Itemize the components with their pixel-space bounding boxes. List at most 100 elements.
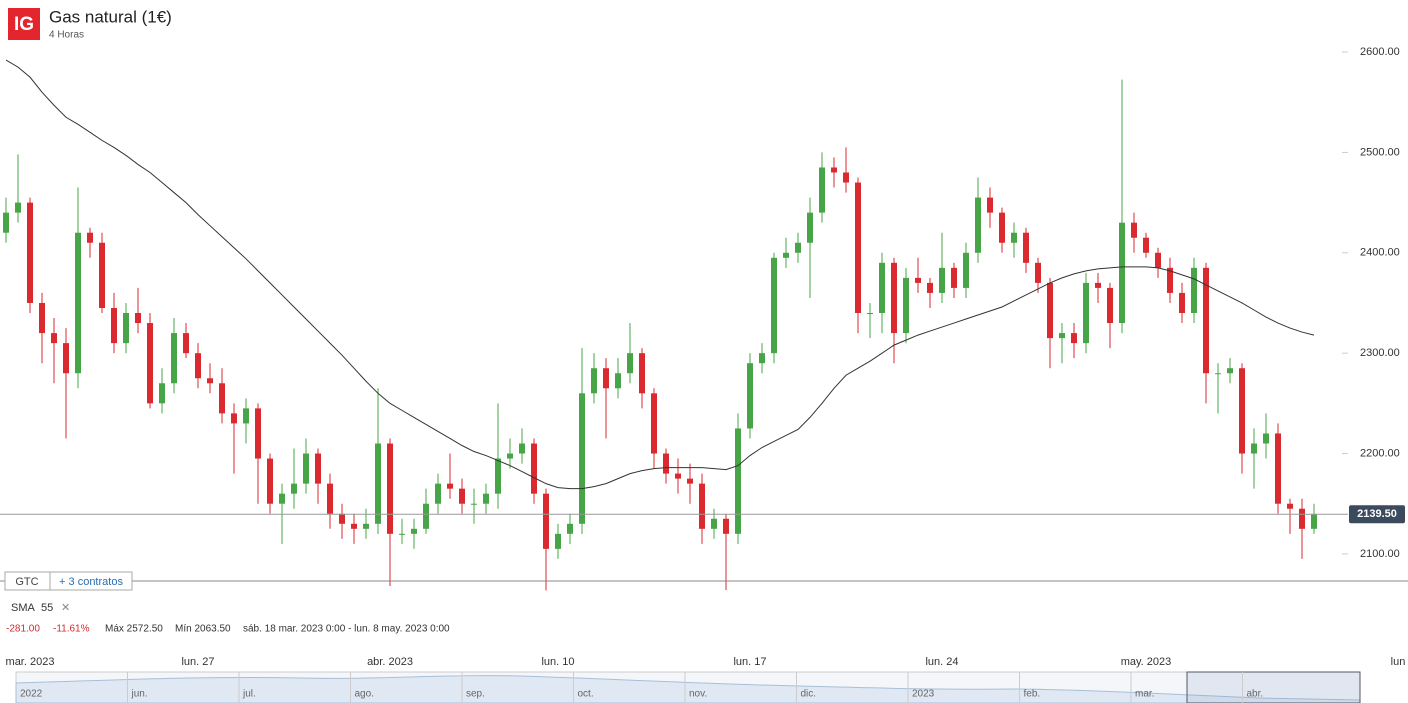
candle-body [951,267,957,288]
plot: 2100.00 2200.00 2300.00 2400.00 2500.00 2600.… [0,46,1405,668]
candle-body [1203,267,1209,374]
candle-body [975,197,981,253]
candle-body [963,252,969,288]
candle-body [615,373,621,389]
candle-body [27,202,33,303]
y-tick-label: 2600.00 [1360,46,1400,58]
navigator-window[interactable] [1186,671,1361,703]
candle-body [111,307,117,344]
candle-body [1143,237,1149,253]
candle-body [231,413,237,424]
candle-body [243,408,249,424]
x-tick-label: abr. 2023 [367,656,413,668]
navigator-label: feb. [1024,689,1041,700]
navigator-area [15,675,1361,703]
candle-body [1155,252,1161,268]
x-tick-label: mar. 2023 [6,656,55,668]
candle-body [927,282,933,293]
candle-body [99,242,105,308]
contracts-button[interactable] [49,571,133,591]
candle-body [123,313,129,344]
candle-body [531,443,537,494]
y-tick-label: 2100.00 [1360,548,1400,560]
candle-body [255,408,261,459]
candle-body [351,523,357,529]
candle-body [3,212,9,233]
candle-body [651,393,657,454]
candle-body [1119,222,1125,324]
candle-body [1215,373,1221,375]
x-tick-label: may. 2023 [1121,656,1172,668]
title: Gas natural (1€) [49,7,172,26]
navigator-label: ago. [355,689,374,700]
candle-body [819,167,825,213]
candle-body [1287,503,1293,509]
last-price-label: 2139.50 [1357,508,1397,520]
candle-body [699,483,705,529]
candle-body [495,458,501,494]
candle-body [915,277,921,283]
interval: 4 Horas [49,30,84,41]
navigator[interactable]: 2022 jun. jul. ago. sep. oct. nov. dic. 2023 feb.… [15,671,1361,703]
candle-body [183,333,189,354]
candle-body [411,528,417,534]
candle-body [519,443,525,454]
sma-name: SMA [11,602,36,614]
candle-body [639,353,645,394]
candle-body [171,333,177,384]
candle-body [1191,267,1197,314]
logo [8,8,40,40]
candle-body [87,232,93,243]
candle-body [51,333,57,344]
candle-body [1299,508,1305,529]
candle-body [1011,232,1017,243]
candle-body [363,523,369,529]
candle-body [1071,333,1077,344]
candle-body [855,182,861,314]
y-tick-label: 2500.00 [1360,146,1400,158]
range: sáb. 18 mar. 2023 0:00 - lun. 8 may. 202… [243,624,450,635]
max: Máx 2572.50 [105,624,163,635]
candle-body [483,493,489,504]
tif[interactable]: GTC [15,576,38,588]
candle-body [675,473,681,479]
candle-body [711,518,717,529]
candle-body [687,478,693,484]
x-tick-label: lun. 10 [541,656,574,668]
navigator-label: mar. [1135,689,1154,700]
candle-body [1095,282,1101,288]
navigator-label: nov. [689,689,707,700]
candle-body [627,353,633,374]
candle-body [291,483,297,494]
navigator-label: oct. [578,689,594,700]
candle-body [891,262,897,334]
candle-body [867,313,873,315]
candle-body [879,262,885,314]
contracts[interactable]: + 3 contratos [59,576,123,588]
candle-body [783,252,789,258]
candle-body [1083,282,1089,344]
logo-text: IG [14,14,34,35]
candle-body [447,483,453,489]
candle-body [159,383,165,404]
candle-body [663,453,669,474]
candle-body [315,453,321,484]
candle-body [75,232,81,374]
y-tick-label: 2300.00 [1360,347,1400,359]
candle-body [375,443,381,524]
navigator-label: jul. [242,689,256,700]
candle-body [135,313,141,324]
y-tick-label: 2200.00 [1360,447,1400,459]
min: Mín 2063.50 [175,624,231,635]
candle-body [471,503,477,505]
candle-body [771,257,777,354]
candle-body [1311,514,1317,529]
sma-line [5,59,1315,490]
candle-body [219,383,225,414]
candle-body [1107,287,1113,324]
navigator-label: dic. [801,689,817,700]
sma-remove[interactable]: ✕ [61,602,70,614]
change: -281.00 [6,624,40,635]
candle-body [39,302,45,334]
